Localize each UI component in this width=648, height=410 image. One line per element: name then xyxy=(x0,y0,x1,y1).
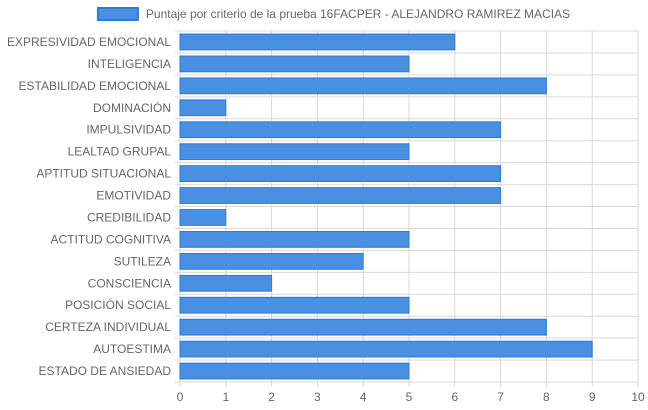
bar[interactable] xyxy=(179,77,547,95)
bar[interactable] xyxy=(179,143,410,161)
x-tick-label: 7 xyxy=(497,390,504,404)
category-label: EXPRESIVIDAD EMOCIONAL xyxy=(7,35,171,49)
bar[interactable] xyxy=(179,99,227,117)
category-label: INTELIGENCIA xyxy=(88,57,171,71)
category-label: CONSCIENCIA xyxy=(88,276,171,290)
category-label: EMOTIVIDAD xyxy=(96,189,171,203)
bar[interactable] xyxy=(179,55,410,73)
category-label: IMPULSIVIDAD xyxy=(86,123,171,137)
bar-layer xyxy=(179,33,593,380)
x-tick-label: 5 xyxy=(406,390,413,404)
x-tick-label: 0 xyxy=(177,390,184,404)
bar[interactable] xyxy=(179,209,227,226)
category-label: LEALTAD GRUPAL xyxy=(68,145,172,159)
bar[interactable] xyxy=(179,252,364,270)
bar[interactable] xyxy=(179,33,456,51)
bar[interactable] xyxy=(179,121,502,139)
category-label: POSICIÓN SOCIAL xyxy=(65,297,171,312)
bar[interactable] xyxy=(179,274,273,292)
bar[interactable] xyxy=(179,187,502,204)
legend-swatch[interactable] xyxy=(96,7,139,21)
x-tick-labels: 0 1 2 3 4 5 6 7 8 9 10 xyxy=(177,390,645,404)
x-tick-label: 6 xyxy=(451,390,458,404)
legend-label[interactable]: Puntaje por criterio de la prueba 16FACP… xyxy=(146,7,570,21)
category-label: CREDIBILIDAD xyxy=(87,210,171,224)
x-tick-label: 9 xyxy=(589,390,596,404)
category-label: ESTADO DE ANSIEDAD xyxy=(39,364,172,378)
bar[interactable] xyxy=(179,318,547,336)
bar[interactable] xyxy=(179,165,502,182)
x-tick-label: 3 xyxy=(314,390,321,404)
category-label: ESTABILIDAD EMOCIONAL xyxy=(19,79,172,93)
category-label: APTITUD SITUACIONAL xyxy=(36,167,171,181)
x-tick-label: 4 xyxy=(360,390,367,404)
category-labels: EXPRESIVIDAD EMOCIONAL INTELIGENCIA ESTABI… xyxy=(7,35,171,378)
bar[interactable] xyxy=(179,231,410,248)
category-label: DOMINACIÓN xyxy=(93,100,171,115)
x-tick-label: 2 xyxy=(268,390,275,404)
bar[interactable] xyxy=(179,296,410,314)
category-label: CERTEZA INDIVIDUAL xyxy=(45,320,171,334)
legend[interactable]: Puntaje por criterio de la prueba 16FACP… xyxy=(96,7,570,21)
x-tick-label: 8 xyxy=(543,390,550,404)
x-tick-label: 10 xyxy=(631,390,645,404)
bar[interactable] xyxy=(179,362,410,380)
category-label: AUTOESTIMA xyxy=(93,342,171,356)
x-tick-label: 1 xyxy=(222,390,229,404)
category-label: SUTILEZA xyxy=(114,254,171,268)
bar[interactable] xyxy=(179,340,593,358)
category-label: ACTITUD COGNITIVA xyxy=(51,232,171,246)
